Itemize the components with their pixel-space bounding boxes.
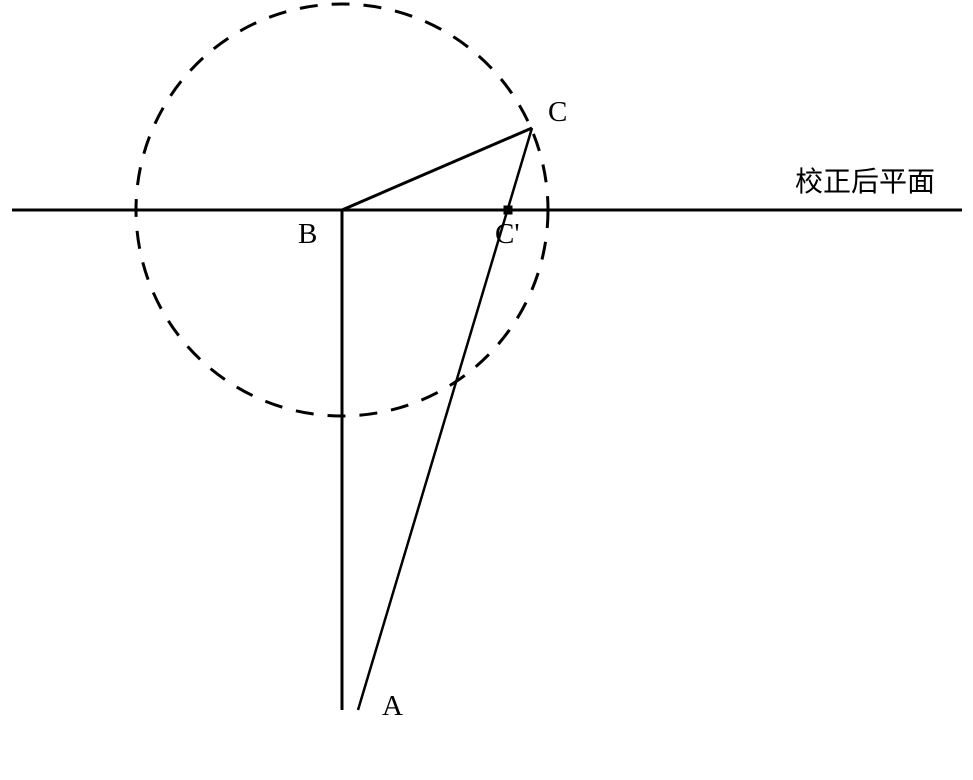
label-c-prime-text: C'	[495, 218, 520, 250]
plane-label-text: 校正后平面	[795, 167, 935, 198]
point-c-prime-marker	[504, 206, 513, 215]
line-bc	[342, 128, 532, 210]
label-c-prime: C'	[495, 218, 520, 251]
label-a: A	[382, 690, 403, 723]
label-b: B	[298, 218, 317, 251]
label-c: C	[548, 96, 567, 129]
label-b-text: B	[298, 218, 317, 250]
geometric-diagram: A B C C' 校正后平面	[0, 0, 973, 780]
label-c-text: C	[548, 96, 567, 128]
plane-label: 校正后平面	[795, 160, 935, 200]
diagram-svg	[0, 0, 973, 780]
label-a-text: A	[382, 690, 403, 722]
line-ac	[358, 128, 532, 710]
